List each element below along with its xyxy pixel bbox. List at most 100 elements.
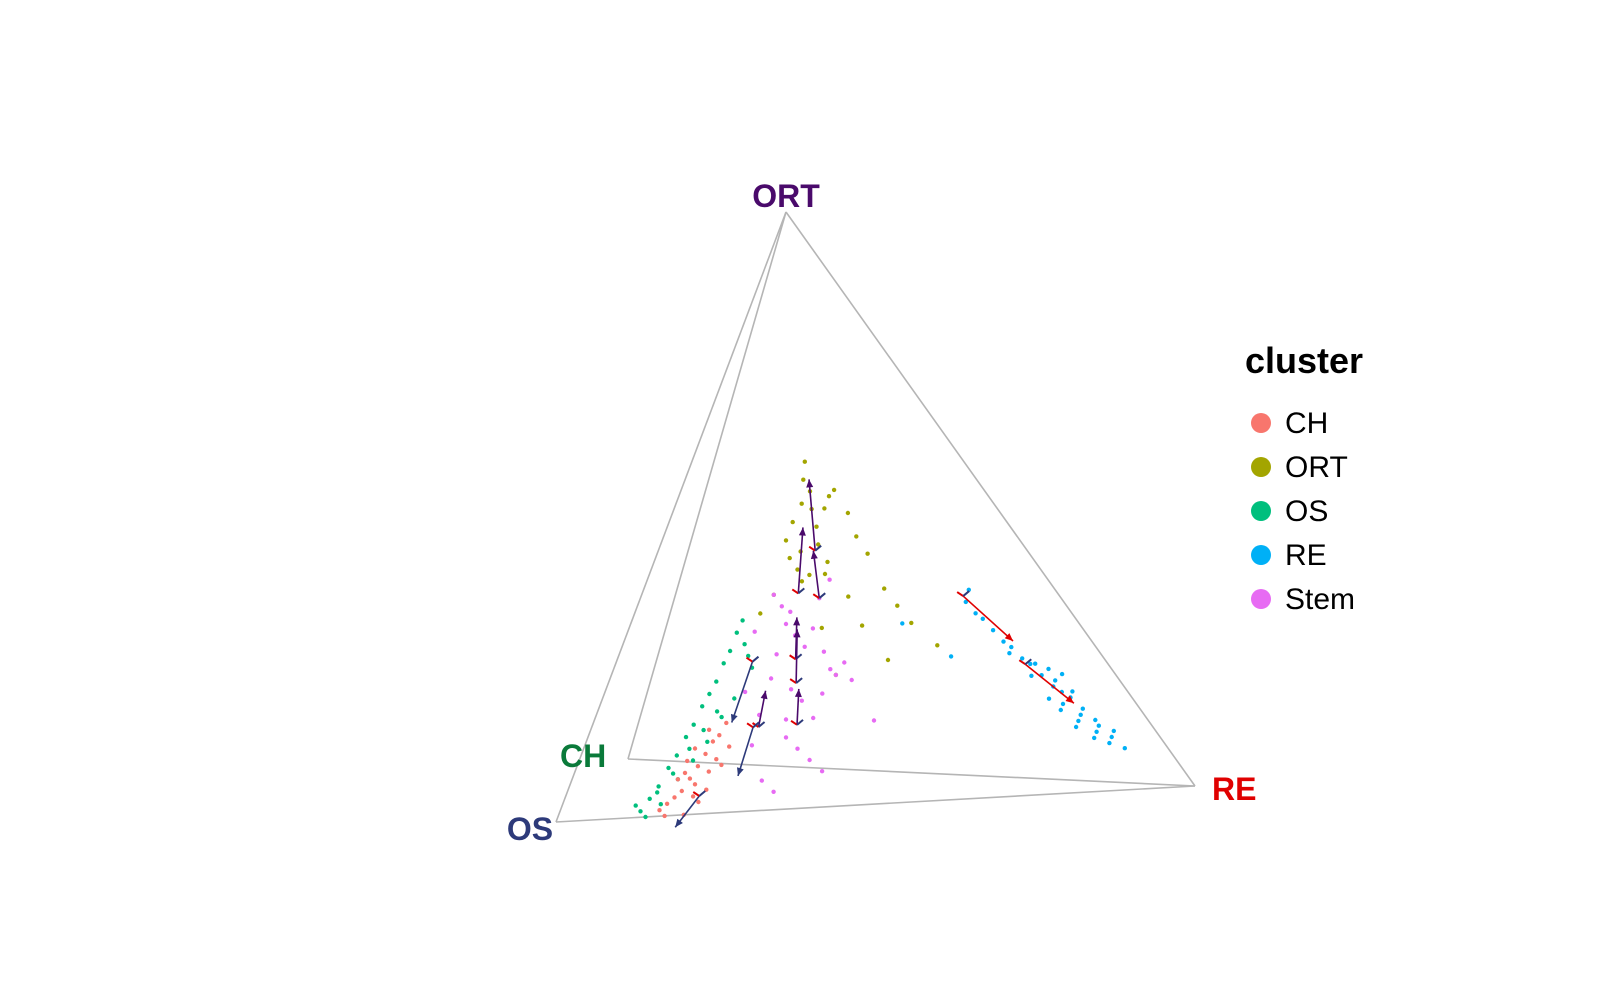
velocity-arrow	[1018, 658, 1075, 704]
vertex-label-ch: CH	[560, 738, 606, 774]
point-re	[1029, 673, 1034, 678]
point-stem	[783, 735, 789, 740]
point-ch	[717, 733, 722, 738]
legend-label: ORT	[1285, 451, 1348, 484]
point-os	[633, 803, 638, 808]
point-stem	[820, 691, 825, 696]
point-ch	[664, 801, 670, 806]
legend-entry-ort: ORT	[1251, 451, 1348, 484]
point-stem	[771, 789, 776, 794]
point-ch	[706, 769, 711, 774]
point-ort	[826, 494, 832, 499]
point-os	[742, 642, 747, 647]
legend-entry-stem: Stem	[1251, 583, 1355, 616]
point-re	[1020, 656, 1025, 661]
point-ch	[710, 739, 716, 744]
point-ort	[787, 555, 792, 561]
point-ort	[799, 501, 804, 506]
velocity-arrow	[791, 527, 806, 595]
point-ort	[882, 586, 887, 591]
point-ch	[696, 799, 701, 805]
point-os	[638, 809, 643, 814]
point-re	[1033, 661, 1038, 666]
point-re	[1078, 712, 1083, 717]
point-ort	[783, 538, 789, 543]
point-stem	[871, 718, 877, 723]
point-stem	[774, 652, 779, 657]
legend-entry-ch: CH	[1251, 407, 1328, 440]
point-ort	[825, 559, 830, 565]
point-re	[948, 654, 954, 659]
velocity-arrow	[752, 690, 768, 728]
point-ch	[690, 794, 696, 799]
point-ch	[704, 787, 709, 792]
point-ch	[675, 777, 681, 782]
point-os	[705, 739, 710, 744]
point-stem	[749, 743, 755, 748]
point-re	[1059, 671, 1065, 677]
legend-swatch	[1251, 457, 1271, 477]
point-ort	[795, 567, 800, 572]
legend-entry-re: RE	[1251, 539, 1327, 572]
point-os	[719, 714, 724, 720]
vertex-label-ort: ORT	[752, 178, 820, 214]
velocity-arrow	[790, 688, 804, 726]
point-os	[666, 765, 671, 771]
legend-entry-os: OS	[1251, 495, 1328, 528]
legend-label: Stem	[1285, 583, 1355, 616]
point-re	[1046, 696, 1052, 701]
point-ort	[790, 519, 795, 525]
legend-label: OS	[1285, 495, 1328, 528]
point-os	[683, 734, 689, 740]
point-os	[656, 784, 661, 789]
point-os	[732, 696, 737, 701]
point-ch	[679, 788, 684, 794]
point-re	[990, 628, 996, 633]
point-stem	[783, 621, 789, 627]
point-re	[1122, 746, 1128, 751]
legend: cluster CH ORT OS RE Stem	[1245, 340, 1363, 616]
point-ch	[719, 762, 724, 768]
point-ort	[865, 551, 870, 556]
point-ch	[685, 758, 690, 764]
legend-label: RE	[1285, 539, 1327, 572]
point-re	[973, 611, 978, 616]
point-re	[1009, 644, 1014, 650]
point-ort	[814, 524, 819, 529]
point-ort	[935, 643, 940, 648]
point-re	[900, 621, 905, 626]
vertex-label-os: OS	[507, 811, 553, 847]
point-ch	[692, 782, 698, 787]
point-re	[1092, 735, 1097, 741]
edge-ort-ch	[627, 211, 787, 760]
legend-title: cluster	[1245, 340, 1363, 381]
point-stem	[788, 609, 793, 614]
point-stem	[842, 660, 847, 665]
point-os	[707, 691, 712, 697]
point-ort	[819, 625, 824, 631]
point-ort	[845, 510, 851, 516]
point-re	[1109, 734, 1114, 740]
edge-ort-os	[555, 211, 787, 823]
point-os	[647, 796, 652, 801]
point-os	[674, 753, 679, 758]
point-ch	[672, 795, 677, 800]
point-os	[690, 758, 696, 763]
point-re	[1070, 689, 1075, 694]
point-ch	[662, 813, 667, 819]
velocity-arrow	[737, 721, 760, 777]
point-os	[687, 746, 692, 751]
point-re	[1080, 706, 1086, 711]
point-stem	[771, 592, 776, 597]
point-ort	[859, 623, 865, 628]
point-ort	[802, 459, 807, 464]
point-re	[1060, 701, 1066, 707]
point-re	[1058, 707, 1064, 713]
point-ch	[703, 751, 708, 757]
point-re	[1028, 661, 1033, 667]
point-re	[966, 587, 971, 592]
point-ort	[846, 594, 851, 599]
point-stem	[811, 715, 816, 721]
point-ort	[801, 477, 806, 482]
point-stem	[742, 689, 748, 695]
